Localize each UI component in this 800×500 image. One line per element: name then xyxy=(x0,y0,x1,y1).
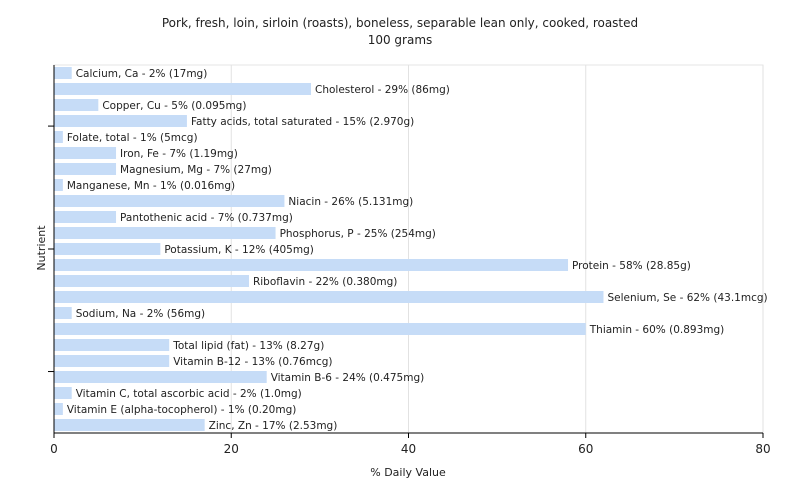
bar xyxy=(54,275,249,287)
bar-label: Vitamin B-12 - 13% (0.76mcg) xyxy=(173,356,332,368)
bar-label: Vitamin B-6 - 24% (0.475mg) xyxy=(271,372,425,384)
bar-label: Zinc, Zn - 17% (2.53mg) xyxy=(209,420,338,432)
bar-label: Riboflavin - 22% (0.380mg) xyxy=(253,276,397,288)
bar-label: Copper, Cu - 5% (0.095mg) xyxy=(102,100,246,112)
bar-label: Vitamin E (alpha-tocopherol) - 1% (0.20m… xyxy=(67,404,296,416)
bar-label: Magnesium, Mg - 7% (27mg) xyxy=(120,164,272,176)
bar xyxy=(54,211,117,223)
bar-label: Iron, Fe - 7% (1.19mg) xyxy=(120,148,238,160)
y-axis-label: Nutrient xyxy=(35,225,48,271)
bar xyxy=(54,243,161,255)
bar xyxy=(54,259,569,271)
x-tick-label: 40 xyxy=(401,442,416,456)
bar xyxy=(54,179,63,191)
bar-label: Fatty acids, total saturated - 15% (2.97… xyxy=(191,116,414,128)
bar xyxy=(54,227,276,239)
bar xyxy=(54,115,187,127)
bar xyxy=(54,419,205,431)
bar-label: Pantothenic acid - 7% (0.737mg) xyxy=(120,212,293,224)
bar-label: Potassium, K - 12% (405mg) xyxy=(164,244,314,256)
bar xyxy=(54,355,170,367)
bar xyxy=(54,83,312,95)
bar xyxy=(54,387,72,399)
bar xyxy=(54,67,72,79)
x-axis-label: % Daily Value xyxy=(370,466,446,479)
bar-label: Cholesterol - 29% (86mg) xyxy=(315,84,450,96)
chart-title: Pork, fresh, loin, sirloin (roasts), bon… xyxy=(162,16,638,30)
bar-label: Protein - 58% (28.85g) xyxy=(572,260,691,272)
bar xyxy=(54,371,267,383)
bar xyxy=(54,99,99,111)
bar xyxy=(54,291,604,303)
x-tick-label: 60 xyxy=(578,442,593,456)
chart-subtitle: 100 grams xyxy=(368,33,433,47)
bar xyxy=(54,307,72,319)
bar-label: Phosphorus, P - 25% (254mg) xyxy=(280,228,436,240)
x-tick-label: 20 xyxy=(224,442,239,456)
bar-label: Vitamin C, total ascorbic acid - 2% (1.0… xyxy=(76,388,302,400)
bar-label: Sodium, Na - 2% (56mg) xyxy=(76,308,205,320)
x-ticks: 0 20 40 60 80 xyxy=(50,433,771,456)
bars: Calcium, Ca - 2% (17mg) Cholesterol - 29%… xyxy=(54,67,768,432)
bar xyxy=(54,147,117,159)
bar-label: Thiamin - 60% (0.893mg) xyxy=(589,324,725,336)
bar xyxy=(54,403,63,415)
bar xyxy=(54,195,285,207)
bar xyxy=(54,339,170,351)
bar-label: Niacin - 26% (5.131mg) xyxy=(288,196,413,208)
x-tick-label: 0 xyxy=(50,442,58,456)
bar-label: Selenium, Se - 62% (43.1mcg) xyxy=(607,292,767,304)
bar-label: Total lipid (fat) - 13% (8.27g) xyxy=(172,340,324,352)
bar xyxy=(54,131,63,143)
x-tick-label: 80 xyxy=(755,442,770,456)
bar-label: Manganese, Mn - 1% (0.016mg) xyxy=(67,180,235,192)
bar xyxy=(54,163,117,175)
bar-label: Folate, total - 1% (5mcg) xyxy=(67,132,198,144)
bar xyxy=(54,323,586,335)
bar-label: Calcium, Ca - 2% (17mg) xyxy=(76,68,208,80)
